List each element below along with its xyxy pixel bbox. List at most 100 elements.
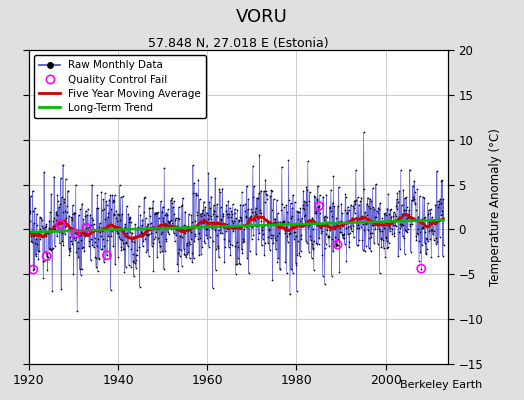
Point [127,246,136,252]
Point [122,264,130,270]
Point [61,224,70,230]
Point [381,254,389,260]
Point [410,178,418,184]
Point [37,232,45,238]
Point [314,204,322,210]
Point [316,224,325,230]
Point [382,234,390,241]
Point [358,246,367,253]
Point [139,237,148,244]
Point [336,218,345,224]
Point [96,220,104,226]
Point [241,208,249,214]
Point [83,212,91,218]
Point [84,206,92,212]
Point [346,230,354,236]
Point [400,250,409,257]
Point [287,214,296,221]
Point [118,237,126,243]
Point [27,238,36,244]
Point [315,203,323,209]
Point [408,196,417,203]
Point [50,214,59,221]
Point [148,204,157,211]
Point [43,266,51,273]
Point [394,198,402,205]
Point [438,210,446,217]
Point [99,196,107,203]
Point [160,165,168,171]
Point [201,240,209,246]
Point [228,218,236,224]
Point [58,230,66,236]
Point [279,218,288,225]
Point [60,208,69,214]
Point [310,192,319,199]
Point [158,248,166,254]
Point [288,205,297,212]
Point [111,192,119,199]
Point [281,230,289,236]
Point [300,212,308,219]
Point [101,256,110,262]
Point [412,229,421,236]
Point [265,219,273,226]
Point [185,239,193,245]
Point [92,205,101,212]
Point [62,209,71,215]
Point [60,196,68,202]
Point [428,214,436,220]
Point [73,308,81,314]
Point [71,230,80,237]
Point [346,223,354,230]
Point [66,234,74,240]
Point [239,226,248,232]
Point [167,216,176,223]
Point [345,244,353,250]
Point [47,247,55,254]
Point [80,248,89,254]
Point [420,214,428,221]
Point [243,183,251,189]
Point [220,259,228,265]
Point [363,211,372,218]
Point [282,202,290,208]
Point [310,238,318,244]
Point [253,194,261,201]
Point [88,182,96,188]
Point [245,270,253,276]
Point [222,228,230,234]
Point [429,217,438,223]
Point [133,252,141,259]
Point [248,209,257,215]
Point [188,250,196,256]
Point [401,207,410,213]
Point [414,226,422,232]
Point [82,208,90,214]
Point [51,242,59,249]
Point [233,260,242,267]
Point [121,221,129,228]
Point [31,236,40,242]
Point [227,208,235,214]
Point [157,208,166,215]
Point [360,186,368,192]
Point [27,193,35,200]
Point [119,246,128,253]
Point [273,259,281,266]
Point [140,235,149,242]
Point [283,233,291,239]
Point [226,214,235,220]
Point [243,206,252,212]
Point [37,228,45,234]
Point [27,233,35,239]
Point [354,222,362,228]
Point [56,240,64,246]
Point [261,188,270,195]
Point [311,210,320,216]
Point [108,197,117,204]
Point [180,222,188,228]
Point [289,225,298,231]
Point [246,214,254,220]
Point [63,188,72,195]
